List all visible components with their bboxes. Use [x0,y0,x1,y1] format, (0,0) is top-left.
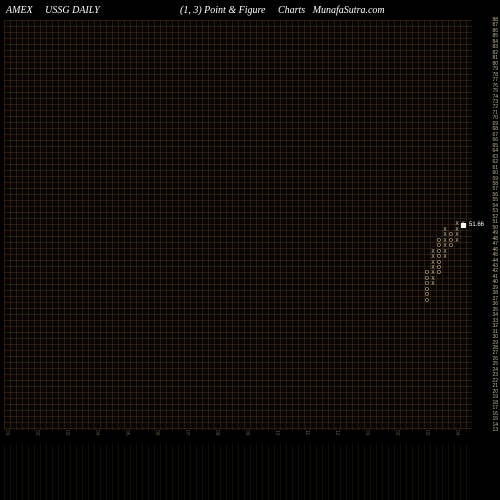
pnf-x: X [454,233,460,238]
pnf-o: O [436,271,442,276]
pnf-x: X [454,228,460,233]
x-tick: 08 [214,430,219,436]
header-center: (1, 3) Point & Figure Charts MunafaSutra… [180,5,385,16]
header-left: AMEX USSG DAILY [6,5,100,16]
pnf-o: O [424,299,430,304]
chart-header: AMEX USSG DAILY (1, 3) Point & Figure Ch… [0,5,500,23]
pnf-x: X [430,282,436,287]
x-tick: 10 [274,430,279,436]
params-label: (1, 3) Point & Figure [180,5,265,16]
x-tick: 04 [94,430,99,436]
y-axis: 8887868584838281807978777675747372717069… [476,20,498,430]
pnf-x: X [442,255,448,260]
x-tick: 06 [154,430,159,436]
x-tick: 07 [184,430,189,436]
pnf-x: X [442,250,448,255]
x-axis: 01 02 03 04 05 06 07 08 09 10 11 12 01 02 03 04 [4,430,472,444]
exchange-label: AMEX [6,5,33,16]
bottom-strip [4,444,472,500]
charts-label: Charts [278,5,305,16]
pnf-o: O [436,261,442,266]
x-tick: 05 [124,430,129,436]
pnf-o: O [424,293,430,298]
x-tick: 12 [334,430,339,436]
x-tick: 11 [304,430,309,435]
x-tick: 09 [244,430,249,436]
pnf-o: O [448,244,454,249]
x-tick: 02 [394,430,399,436]
x-tick: 03 [64,430,69,436]
current-price-marker [461,223,466,228]
x-tick: 03 [424,430,429,436]
pnf-o: O [436,266,442,271]
x-tick: 04 [454,430,459,436]
x-tick: 01 [364,430,369,436]
pnf-grid: OOOOOOXXXXXXXOOOOOOOXXXXXXOOOXXXXX51.66 [4,20,472,430]
site-label: MunafaSutra.com [313,5,385,16]
ticker-label: USSG DAILY [45,5,100,16]
x-tick: 01 [4,430,9,436]
pnf-x: X [430,277,436,282]
x-tick: 02 [34,430,39,436]
pnf-o: O [424,288,430,293]
y-tick: 13 [476,428,498,433]
pnf-x: X [454,239,460,244]
